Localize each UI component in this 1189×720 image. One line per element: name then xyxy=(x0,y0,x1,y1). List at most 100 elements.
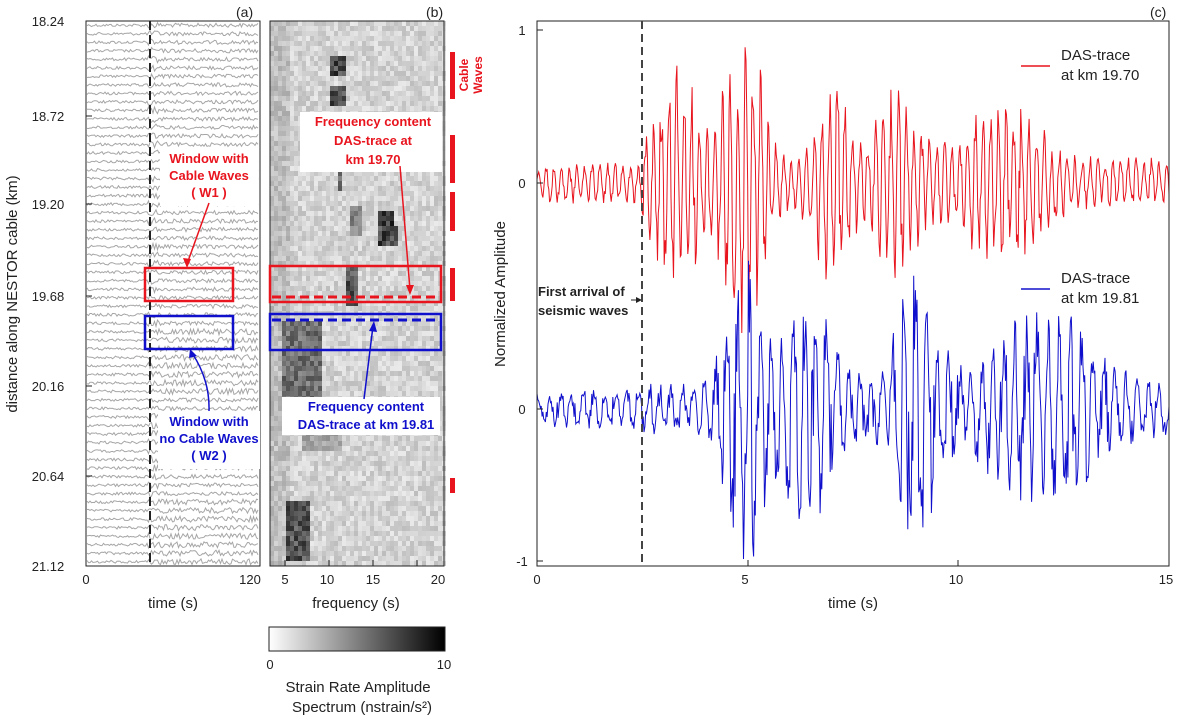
heatmap-cell xyxy=(410,476,414,481)
heatmap-cell xyxy=(418,251,422,256)
heatmap-cell xyxy=(390,301,394,306)
heatmap-cell xyxy=(318,101,322,106)
heatmap-cell xyxy=(382,181,386,186)
heatmap-cell xyxy=(346,36,350,41)
heatmap-cell xyxy=(362,561,366,566)
heatmap-cell xyxy=(438,261,442,266)
heatmap-cell xyxy=(390,201,394,206)
heatmap-cell xyxy=(310,561,314,566)
heatmap-cell xyxy=(342,66,346,71)
heatmap-cell xyxy=(422,76,426,81)
heatmap-cell xyxy=(274,461,278,466)
heatmap-cell xyxy=(398,481,402,486)
heatmap-cell xyxy=(374,246,378,251)
heatmap-cell xyxy=(382,236,386,241)
waveform-trace xyxy=(86,46,259,55)
heatmap-cell xyxy=(306,511,310,516)
heatmap-cell xyxy=(310,506,314,511)
heatmap-cell xyxy=(278,306,282,311)
heatmap-cell xyxy=(302,346,306,351)
legend-red-label: DAS-trace xyxy=(1061,47,1130,64)
heatmap-cell xyxy=(278,346,282,351)
heatmap-cell xyxy=(430,441,434,446)
heatmap-cell xyxy=(394,336,398,341)
heatmap-cell xyxy=(402,541,406,546)
y-tick-label: 19.20 xyxy=(32,197,65,212)
heatmap-cell xyxy=(342,476,346,481)
heatmap-cell xyxy=(418,86,422,91)
heatmap-cell xyxy=(390,461,394,466)
heatmap-cell xyxy=(358,251,362,256)
heatmap-cell xyxy=(274,211,278,216)
heatmap-cell xyxy=(274,101,278,106)
heatmap-cell xyxy=(346,71,350,76)
heatmap-cell xyxy=(350,191,354,196)
heatmap-cell xyxy=(394,71,398,76)
heatmap-cell xyxy=(326,46,330,51)
heatmap-cell xyxy=(358,486,362,491)
heatmap-cell xyxy=(334,96,338,101)
heatmap-cell xyxy=(410,36,414,41)
heatmap-cell xyxy=(402,501,406,506)
waveform-trace xyxy=(86,472,259,481)
heatmap-cell xyxy=(370,26,374,31)
heatmap-cell xyxy=(390,46,394,51)
heatmap-cell xyxy=(390,56,394,61)
heatmap-cell xyxy=(290,446,294,451)
heatmap-cell xyxy=(366,221,370,226)
heatmap-cell xyxy=(394,526,398,531)
heatmap-cell xyxy=(342,211,346,216)
heatmap-cell xyxy=(370,361,374,366)
heatmap-cell xyxy=(270,106,274,111)
heatmap-cell xyxy=(382,186,386,191)
heatmap-cell xyxy=(394,256,398,261)
heatmap-cell xyxy=(378,346,382,351)
heatmap-cell xyxy=(362,196,366,201)
heatmap-cell xyxy=(422,71,426,76)
heatmap-cell xyxy=(394,541,398,546)
heatmap-cell xyxy=(358,466,362,471)
heatmap-cell xyxy=(302,236,306,241)
heatmap-cell xyxy=(318,71,322,76)
heatmap-cell xyxy=(290,131,294,136)
heatmap-cell xyxy=(334,366,338,371)
heatmap-cell xyxy=(358,186,362,191)
heatmap-cell xyxy=(370,261,374,266)
heatmap-cell xyxy=(438,191,442,196)
heatmap-cell xyxy=(270,276,274,281)
heatmap-cell xyxy=(302,476,306,481)
heatmap-cell xyxy=(330,341,334,346)
heatmap-cell xyxy=(398,86,402,91)
heatmap-cell xyxy=(318,526,322,531)
heatmap-cell xyxy=(314,391,318,396)
heatmap-cell xyxy=(370,31,374,36)
heatmap-cell xyxy=(326,221,330,226)
heatmap-cell xyxy=(406,36,410,41)
heatmap-cell xyxy=(322,31,326,36)
heatmap-cell xyxy=(330,91,334,96)
heatmap-cell xyxy=(326,441,330,446)
heatmap-cell xyxy=(414,281,418,286)
heatmap-cell xyxy=(410,21,414,26)
heatmap-cell xyxy=(302,546,306,551)
heatmap-cell xyxy=(390,336,394,341)
heatmap-cell xyxy=(402,551,406,556)
heatmap-cell xyxy=(434,51,438,56)
heatmap-cell xyxy=(406,386,410,391)
heatmap-cell xyxy=(318,521,322,526)
heatmap-cell xyxy=(282,326,286,331)
heatmap-cell xyxy=(426,291,430,296)
heatmap-cell xyxy=(430,206,434,211)
heatmap-cell xyxy=(374,476,378,481)
heatmap-cell xyxy=(374,436,378,441)
heatmap-cell xyxy=(434,531,438,536)
heatmap-cell xyxy=(398,436,402,441)
heatmap-cell xyxy=(346,476,350,481)
heatmap-cell xyxy=(306,436,310,441)
heatmap-cell xyxy=(346,41,350,46)
heatmap-cell xyxy=(362,26,366,31)
heatmap-cell xyxy=(298,461,302,466)
heatmap-cell xyxy=(366,326,370,331)
heatmap-cell xyxy=(326,66,330,71)
